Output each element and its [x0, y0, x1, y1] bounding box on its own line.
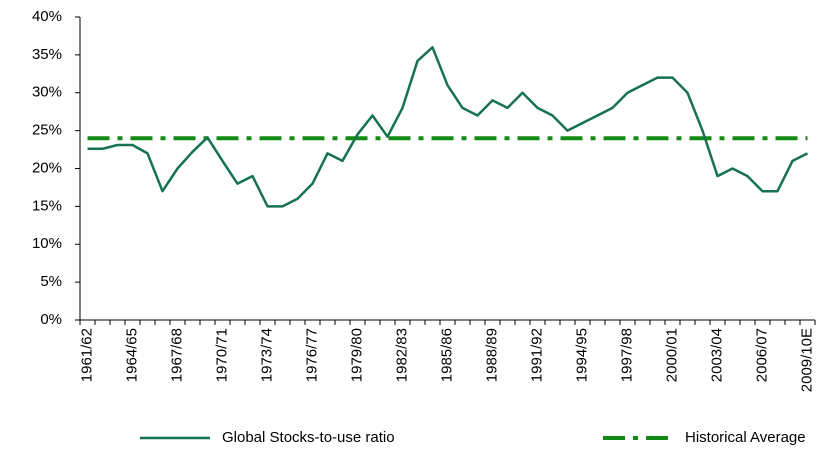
y-tick-label: 10% [32, 235, 62, 252]
y-tick-label: 5% [40, 273, 62, 290]
x-tick-label: 2003/04 [708, 328, 725, 382]
x-tick-label: 1967/68 [168, 328, 185, 382]
x-tick-label: 1961/62 [78, 328, 95, 382]
y-tick-label: 25% [32, 122, 62, 139]
legend-label: Global Stocks-to-use ratio [222, 429, 395, 446]
x-tick-label: 1976/77 [303, 328, 320, 382]
x-tick-label: 2009/10E [798, 328, 815, 392]
x-tick-label: 1973/74 [258, 328, 275, 382]
y-tick-label: 35% [32, 46, 62, 63]
y-tick-label: 15% [32, 197, 62, 214]
x-tick-label: 1970/71 [213, 328, 230, 382]
x-tick-label: 2006/07 [753, 328, 770, 382]
x-tick-label: 2000/01 [663, 328, 680, 382]
legend-label: Historical Average [685, 429, 806, 446]
y-tick-label: 30% [32, 84, 62, 101]
y-tick-label: 0% [40, 311, 62, 328]
y-tick-label: 20% [32, 159, 62, 176]
x-tick-label: 1991/92 [528, 328, 545, 382]
x-tick-label: 1997/98 [618, 328, 635, 382]
x-tick-label: 1979/80 [348, 328, 365, 382]
x-tick-label: 1994/95 [573, 328, 590, 382]
y-tick-label: 40% [32, 8, 62, 25]
x-tick-label: 1985/86 [438, 328, 455, 382]
x-tick-label: 1982/83 [393, 328, 410, 382]
series-line [87, 46, 809, 208]
x-tick-label: 1988/89 [483, 328, 500, 382]
x-tick-label: 1964/65 [123, 328, 140, 382]
